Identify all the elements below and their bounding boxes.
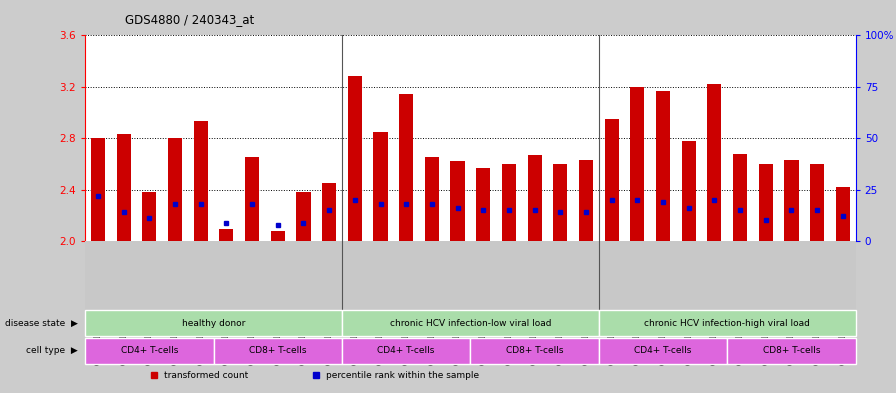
- Bar: [470, 338, 599, 364]
- Bar: [399, 94, 413, 241]
- Bar: [784, 160, 798, 241]
- Bar: [85, 310, 342, 336]
- Bar: [245, 158, 259, 241]
- Text: cell type  ▶: cell type ▶: [26, 346, 77, 355]
- Bar: [116, 134, 131, 241]
- Text: transformed count: transformed count: [165, 371, 249, 380]
- Bar: [348, 77, 362, 241]
- Bar: [213, 338, 342, 364]
- Text: CD8+ T-cells: CD8+ T-cells: [249, 346, 306, 355]
- Text: GDS4880 / 240343_at: GDS4880 / 240343_at: [125, 13, 254, 26]
- Bar: [271, 231, 285, 241]
- Bar: [194, 121, 208, 241]
- Bar: [579, 160, 593, 241]
- Bar: [142, 192, 157, 241]
- Bar: [168, 138, 182, 241]
- Bar: [682, 141, 696, 241]
- Bar: [759, 164, 773, 241]
- Bar: [85, 338, 213, 364]
- Bar: [342, 310, 599, 336]
- Bar: [297, 192, 311, 241]
- Text: healthy donor: healthy donor: [182, 319, 246, 328]
- Bar: [599, 310, 856, 336]
- Bar: [502, 164, 516, 241]
- Bar: [425, 158, 439, 241]
- Text: CD4+ T-cells: CD4+ T-cells: [121, 346, 178, 355]
- Bar: [553, 164, 567, 241]
- Bar: [810, 164, 824, 241]
- Bar: [836, 187, 850, 241]
- Text: CD8+ T-cells: CD8+ T-cells: [506, 346, 564, 355]
- Bar: [728, 338, 856, 364]
- Text: disease state  ▶: disease state ▶: [4, 319, 77, 328]
- Bar: [220, 230, 234, 241]
- Bar: [656, 91, 670, 241]
- Bar: [476, 168, 490, 241]
- Bar: [528, 155, 542, 241]
- Text: chronic HCV infection-low viral load: chronic HCV infection-low viral load: [390, 319, 551, 328]
- Text: CD4+ T-cells: CD4+ T-cells: [377, 346, 435, 355]
- Bar: [605, 119, 619, 241]
- Text: percentile rank within the sample: percentile rank within the sample: [326, 371, 479, 380]
- Bar: [322, 183, 336, 241]
- Bar: [374, 132, 388, 241]
- Bar: [342, 338, 470, 364]
- Bar: [451, 161, 465, 241]
- Bar: [630, 87, 644, 241]
- Bar: [733, 154, 747, 241]
- Bar: [90, 138, 105, 241]
- Bar: [599, 338, 728, 364]
- Text: CD4+ T-cells: CD4+ T-cells: [634, 346, 692, 355]
- Text: CD8+ T-cells: CD8+ T-cells: [762, 346, 820, 355]
- Text: chronic HCV infection-high viral load: chronic HCV infection-high viral load: [644, 319, 810, 328]
- Bar: [707, 84, 721, 241]
